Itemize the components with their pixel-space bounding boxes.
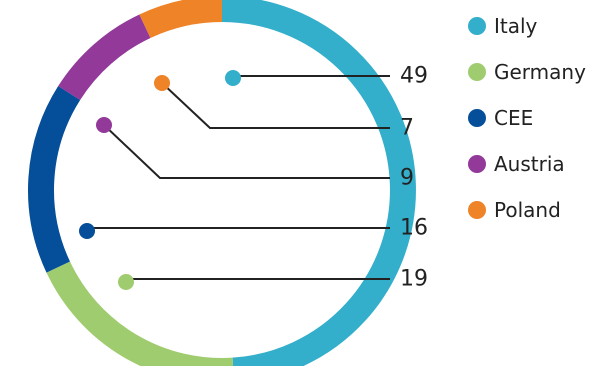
legend-label-italy: Italy xyxy=(494,14,538,38)
legend-item-germany: Germany xyxy=(468,60,586,84)
legend-swatch-poland xyxy=(468,201,486,219)
legend-item-italy: Italy xyxy=(468,14,538,38)
ring-segment-germany xyxy=(46,261,234,366)
legend-item-poland: Poland xyxy=(468,198,561,222)
legend-swatch-cee xyxy=(468,109,486,127)
ring-segments xyxy=(28,0,416,366)
ring-segment-austria xyxy=(58,14,151,101)
value-label-poland: 7 xyxy=(400,116,414,141)
legend-item-cee: CEE xyxy=(468,106,533,130)
legend-swatch-austria xyxy=(468,155,486,173)
value-dot-italy xyxy=(225,70,241,86)
ring-segment-poland xyxy=(139,0,223,39)
legend-label-cee: CEE xyxy=(494,106,533,130)
legend-label-poland: Poland xyxy=(494,198,561,222)
value-label-germany: 19 xyxy=(400,267,428,292)
value-label-italy: 49 xyxy=(400,64,428,89)
legend-item-austria: Austria xyxy=(468,152,565,176)
legend-label-austria: Austria xyxy=(494,152,565,176)
value-dot-germany xyxy=(118,274,134,290)
leader-line-austria xyxy=(103,124,390,179)
value-label-cee: 16 xyxy=(400,216,428,241)
value-dot-austria xyxy=(96,117,112,133)
value-dot-poland xyxy=(154,75,170,91)
leader-lines xyxy=(79,70,390,290)
leader-line-poland xyxy=(161,82,390,129)
value-label-austria: 9 xyxy=(400,166,414,191)
legend-swatch-germany xyxy=(468,63,486,81)
legend-label-germany: Germany xyxy=(494,60,586,84)
ring-segment-italy xyxy=(221,0,416,366)
value-dot-cee xyxy=(79,223,95,239)
ring-segment-cee xyxy=(28,86,81,273)
legend: Italy Germany CEE Austria Poland xyxy=(468,14,586,222)
legend-swatch-italy xyxy=(468,17,486,35)
value-labels: 49 7 9 16 19 xyxy=(400,64,428,292)
